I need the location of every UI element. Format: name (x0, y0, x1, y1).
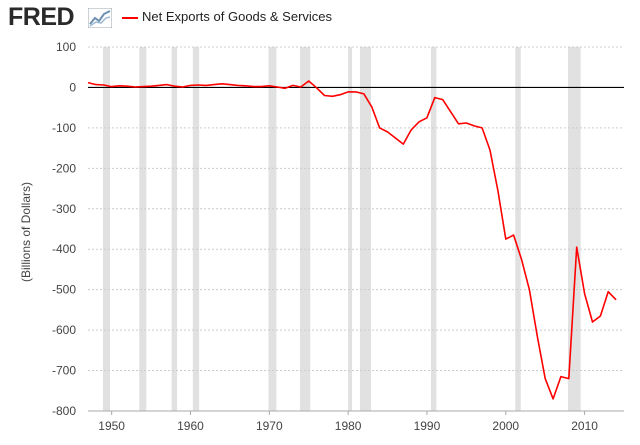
x-tick-label: 2010 (571, 419, 598, 433)
y-tick-label: -700 (52, 364, 76, 378)
recession-band (568, 47, 581, 411)
line-chart-icon (88, 8, 112, 28)
chart-header: FRED Net Exports of Goods & Services (0, 0, 640, 34)
x-tick-label: 1960 (177, 419, 204, 433)
x-tick-label: 1980 (335, 419, 362, 433)
series-line (87, 80, 617, 400)
x-tick-label: 1970 (256, 419, 283, 433)
y-axis-label: (Billions of Dollars) (19, 181, 33, 283)
y-tick-label: -400 (52, 242, 76, 256)
y-tick-label: -200 (52, 161, 76, 175)
recession-band (192, 47, 200, 411)
x-tick-label: 2000 (492, 419, 519, 433)
recession-band (359, 47, 371, 411)
recession-band (139, 47, 147, 411)
fred-logo: FRED (8, 3, 75, 31)
recession-band (171, 47, 178, 411)
y-tick-label: -800 (52, 404, 76, 418)
x-tick-label: 1990 (414, 419, 441, 433)
y-tick-label: -500 (52, 283, 76, 297)
x-tick-label: 1950 (98, 419, 125, 433)
recession-band (268, 47, 277, 411)
recession-band (348, 47, 353, 411)
legend-label: Net Exports of Goods & Services (142, 9, 333, 24)
y-tick-label: -100 (52, 121, 76, 135)
legend-swatch (122, 17, 138, 19)
y-tick-label: 100 (56, 40, 76, 54)
recession-band (102, 47, 111, 411)
recession-band (515, 47, 521, 411)
recession-band (300, 47, 311, 411)
y-tick-label: 0 (69, 80, 76, 94)
recession-band (430, 47, 437, 411)
y-tick-label: -300 (52, 202, 76, 216)
y-tick-label: -600 (52, 323, 76, 337)
